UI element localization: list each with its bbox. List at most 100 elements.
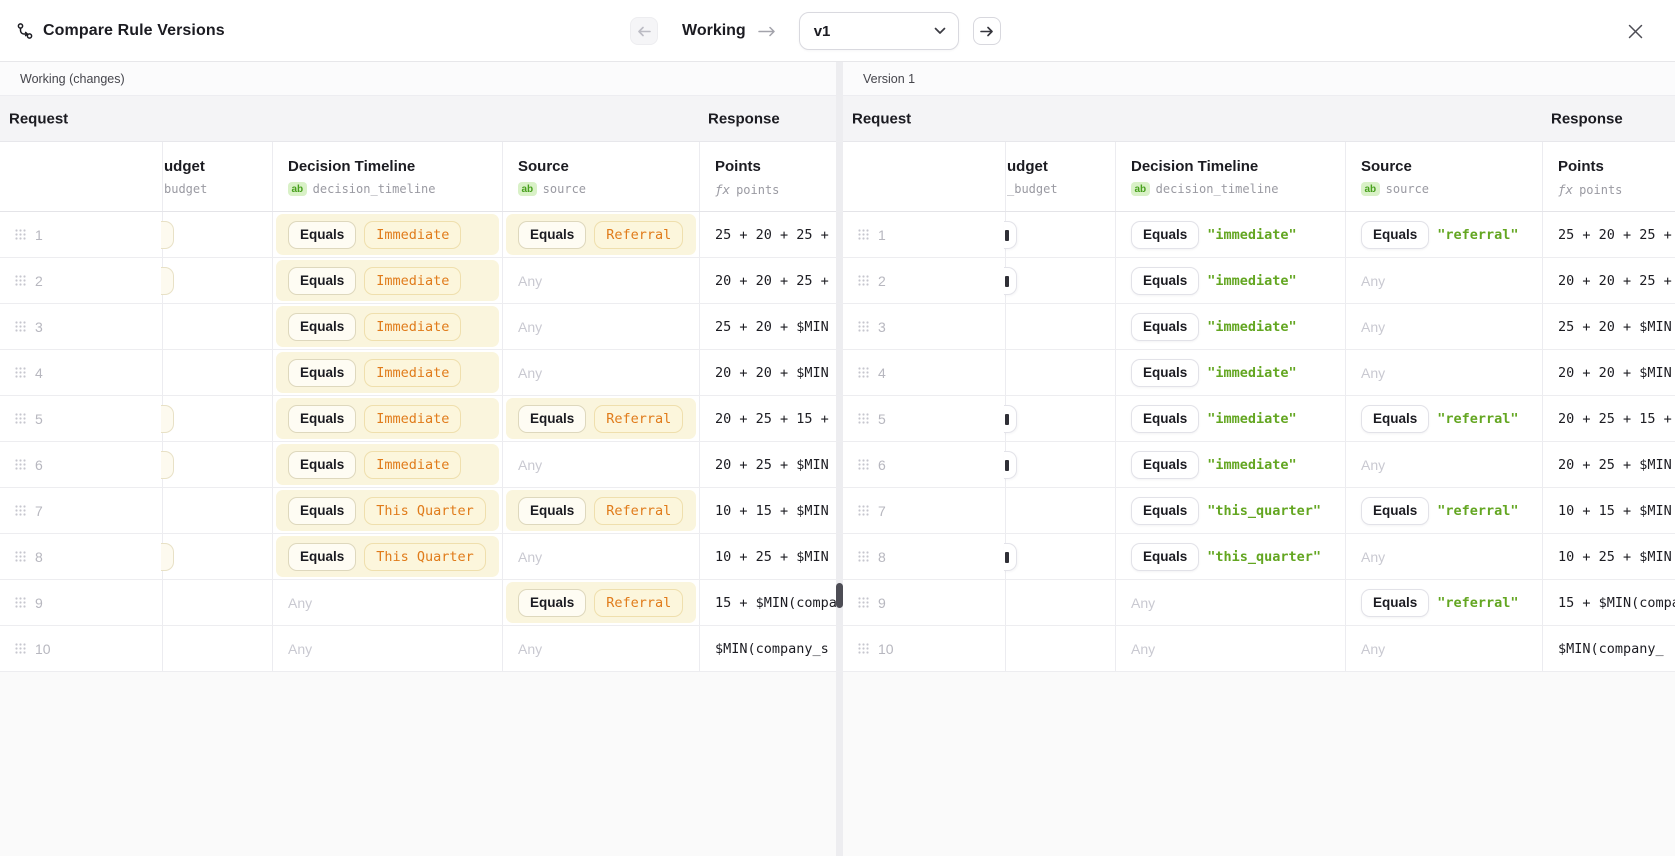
cell-points[interactable]: 10 + 25 + $MIN <box>699 534 836 579</box>
cell-budget[interactable] <box>1005 488 1115 533</box>
cell-budget[interactable] <box>1004 534 1115 579</box>
cell-timeline[interactable]: Equals "immediate" <box>1115 304 1345 349</box>
cell-points[interactable]: 20 + 20 + $MIN <box>699 350 836 395</box>
cell-budget[interactable] <box>162 626 272 671</box>
cell-timeline[interactable]: Equals "immediate" <box>1115 442 1345 487</box>
version-select[interactable]: v1 <box>798 12 959 50</box>
cell-source[interactable]: Any <box>502 304 699 349</box>
drag-handle-icon[interactable] <box>858 505 869 516</box>
cell-points[interactable]: 20 + 25 + 15 + <box>699 396 836 441</box>
cell-source[interactable]: Any <box>502 534 699 579</box>
drag-handle-icon[interactable] <box>15 229 26 240</box>
cell-points[interactable]: 25 + 20 + $MIN <box>1542 304 1675 349</box>
cell-source[interactable]: Equals "referral" <box>1345 488 1542 533</box>
cell-source[interactable]: Any <box>502 626 699 671</box>
drag-handle-icon[interactable] <box>15 643 26 654</box>
cell-points[interactable]: 20 + 20 + 25 + <box>1542 258 1675 303</box>
cell-source[interactable]: Equals Referral <box>502 580 699 625</box>
cell-source[interactable]: Any <box>1345 442 1542 487</box>
drag-handle-icon[interactable] <box>15 321 26 332</box>
close-button[interactable] <box>1623 19 1647 43</box>
cell-source[interactable]: Any <box>1345 534 1542 579</box>
cell-points[interactable]: 10 + 25 + $MIN <box>1542 534 1675 579</box>
cell-timeline[interactable]: Equals "immediate" <box>1115 396 1345 441</box>
drag-handle-icon[interactable] <box>858 413 869 424</box>
cell-budget[interactable] <box>1004 212 1115 257</box>
cell-timeline[interactable]: Equals "this_quarter" <box>1115 534 1345 579</box>
cell-budget[interactable] <box>1004 258 1115 303</box>
cell-points[interactable]: 15 + $MIN(compa <box>1542 580 1675 625</box>
cell-source[interactable]: Equals "referral" <box>1345 580 1542 625</box>
cell-source[interactable]: Any <box>502 442 699 487</box>
drag-handle-icon[interactable] <box>15 505 26 516</box>
cell-budget[interactable] <box>1004 396 1115 441</box>
cell-points[interactable]: 25 + 20 + $MIN <box>699 304 836 349</box>
cell-points[interactable]: 20 + 25 + $MIN <box>1542 442 1675 487</box>
cell-timeline[interactable]: Equals This Quarter <box>272 534 502 579</box>
cell-timeline[interactable]: Any <box>1115 580 1345 625</box>
cell-budget[interactable] <box>162 350 272 395</box>
cell-budget[interactable] <box>1005 626 1115 671</box>
cell-timeline[interactable]: Equals Immediate <box>272 258 502 303</box>
cell-timeline[interactable]: Equals "immediate" <box>1115 258 1345 303</box>
cell-source[interactable]: Equals Referral <box>502 488 699 533</box>
cell-points[interactable]: 25 + 20 + 25 + <box>1542 212 1675 257</box>
drag-handle-icon[interactable] <box>858 275 869 286</box>
cell-budget[interactable] <box>1005 350 1115 395</box>
cell-timeline[interactable]: Equals Immediate <box>272 350 502 395</box>
cell-budget[interactable] <box>162 580 272 625</box>
cell-budget[interactable] <box>161 442 272 487</box>
drag-handle-icon[interactable] <box>15 367 26 378</box>
drag-handle-icon[interactable] <box>858 367 869 378</box>
cell-source[interactable]: Any <box>502 350 699 395</box>
cell-budget[interactable] <box>161 212 272 257</box>
cell-points[interactable]: 20 + 25 + $MIN <box>699 442 836 487</box>
cell-source[interactable]: Any <box>1345 304 1542 349</box>
drag-handle-icon[interactable] <box>858 597 869 608</box>
cell-budget[interactable] <box>1004 442 1115 487</box>
drag-handle-icon[interactable] <box>15 551 26 562</box>
pane-splitter[interactable] <box>836 62 843 856</box>
cell-timeline[interactable]: Equals Immediate <box>272 396 502 441</box>
drag-handle-icon[interactable] <box>858 229 869 240</box>
cell-points[interactable]: 20 + 20 + 25 + <box>699 258 836 303</box>
cell-timeline[interactable]: Equals Immediate <box>272 212 502 257</box>
drag-handle-icon[interactable] <box>858 551 869 562</box>
cell-source[interactable]: Equals Referral <box>502 396 699 441</box>
drag-handle-icon[interactable] <box>15 275 26 286</box>
cell-budget[interactable] <box>161 534 272 579</box>
cell-timeline[interactable]: Equals "this_quarter" <box>1115 488 1345 533</box>
cell-timeline[interactable]: Equals This Quarter <box>272 488 502 533</box>
cell-budget[interactable] <box>162 488 272 533</box>
next-version-button[interactable] <box>972 17 1001 45</box>
cell-budget[interactable] <box>1005 304 1115 349</box>
drag-handle-icon[interactable] <box>858 643 869 654</box>
cell-source[interactable]: Equals "referral" <box>1345 396 1542 441</box>
splitter-drag-handle[interactable] <box>836 583 843 608</box>
cell-source[interactable]: Any <box>1345 626 1542 671</box>
cell-budget[interactable] <box>1005 580 1115 625</box>
cell-timeline[interactable]: Equals Immediate <box>272 442 502 487</box>
drag-handle-icon[interactable] <box>858 321 869 332</box>
cell-points[interactable]: 20 + 20 + $MIN <box>1542 350 1675 395</box>
cell-budget[interactable] <box>161 258 272 303</box>
drag-handle-icon[interactable] <box>858 459 869 470</box>
cell-source[interactable]: Equals "referral" <box>1345 212 1542 257</box>
cell-source[interactable]: Equals Referral <box>502 212 699 257</box>
drag-handle-icon[interactable] <box>15 459 26 470</box>
cell-points[interactable]: 15 + $MIN(compa <box>699 580 836 625</box>
cell-points[interactable]: 10 + 15 + $MIN <box>1542 488 1675 533</box>
cell-timeline[interactable]: Equals Immediate <box>272 304 502 349</box>
cell-timeline[interactable]: Any <box>1115 626 1345 671</box>
prev-version-button[interactable] <box>630 17 658 45</box>
cell-points[interactable]: $MIN(company_ <box>1542 626 1675 671</box>
cell-timeline[interactable]: Any <box>272 580 502 625</box>
drag-handle-icon[interactable] <box>15 413 26 424</box>
cell-source[interactable]: Any <box>1345 258 1542 303</box>
cell-points[interactable]: 20 + 25 + 15 + <box>1542 396 1675 441</box>
cell-points[interactable]: 10 + 15 + $MIN <box>699 488 836 533</box>
cell-source[interactable]: Any <box>1345 350 1542 395</box>
cell-budget[interactable] <box>162 304 272 349</box>
cell-timeline[interactable]: Equals "immediate" <box>1115 350 1345 395</box>
cell-source[interactable]: Any <box>502 258 699 303</box>
